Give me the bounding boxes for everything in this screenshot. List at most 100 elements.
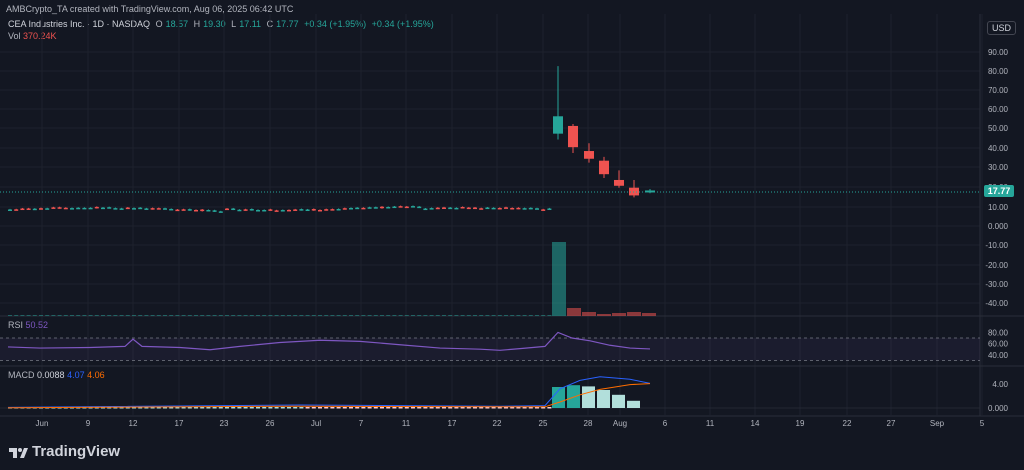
- time-tick-label: Sep: [930, 419, 945, 428]
- volume-bar: [466, 315, 471, 316]
- candle-body: [181, 209, 186, 211]
- candle-body: [57, 207, 62, 209]
- currency-button[interactable]: USD: [986, 21, 1016, 35]
- volume-bar: [256, 315, 260, 316]
- candle-body: [386, 206, 391, 209]
- macd-histogram-bar: [163, 407, 167, 409]
- macd-histogram-bar: [361, 407, 366, 409]
- macd-histogram-bar: [373, 407, 378, 409]
- macd-histogram-bar: [194, 407, 198, 409]
- volume-bar: [119, 315, 124, 316]
- time-tick-label: 23: [220, 419, 229, 428]
- macd-histogram-bar: [504, 407, 508, 409]
- grid-lines: [0, 14, 1024, 417]
- candle-body: [113, 208, 118, 210]
- time-tick-label: 27: [887, 419, 896, 428]
- macd-histogram-bar: [125, 407, 130, 409]
- volume-bar: [293, 315, 298, 316]
- macd-histogram-bar: [268, 407, 273, 409]
- volume-bar: [510, 315, 515, 316]
- macd-histogram-bar: [582, 386, 595, 408]
- candle-body: [256, 210, 260, 212]
- candle-body: [218, 211, 223, 213]
- macd-histogram-bar: [206, 407, 211, 409]
- volume-bar: [330, 315, 335, 316]
- volume-bar: [404, 315, 409, 316]
- macd-histogram-bar: [237, 407, 242, 409]
- macd-histogram-bar: [249, 407, 254, 409]
- candle-body: [516, 207, 521, 210]
- volume-bar: [163, 315, 167, 316]
- macd-histogram-bar: [417, 407, 422, 409]
- candle-body: [88, 207, 93, 210]
- candle-body: [417, 206, 422, 209]
- macd-histogram-bar: [175, 407, 180, 409]
- volume-legend[interactable]: Vol 370.24K: [8, 31, 57, 41]
- candle-body: [76, 207, 81, 210]
- symbol-legend[interactable]: CEA Industries Inc. · 1D · NASDAQ O 18.57…: [8, 19, 437, 29]
- volume-bars: [8, 242, 656, 316]
- volume-bar: [39, 315, 43, 316]
- candle-body: [125, 207, 130, 210]
- volume-bar: [336, 315, 341, 316]
- volume-bar: [448, 315, 453, 316]
- volume-bar: [299, 315, 304, 316]
- candle-body: [101, 207, 105, 210]
- candle-body: [367, 207, 372, 209]
- macd-histogram-bar: [169, 407, 174, 409]
- macd-histogram-bar: [516, 407, 521, 409]
- volume-bar: [305, 315, 310, 316]
- macd-histogram-bar: [274, 407, 279, 409]
- volume-bar: [287, 315, 291, 316]
- volume-bar: [582, 312, 596, 316]
- macd-histogram-bar: [262, 407, 267, 409]
- macd-histogram-bar: [541, 407, 546, 409]
- time-tick-label: 26: [266, 419, 275, 428]
- volume-label: Vol: [8, 31, 21, 41]
- macd-legend[interactable]: MACD 0.0088 4.07 4.06: [8, 370, 105, 380]
- chart-attribution: AMBCrypto_TA created with TradingView.co…: [6, 4, 294, 14]
- volume-bar: [70, 315, 74, 316]
- macd-histogram-bar: [627, 400, 640, 408]
- macd-histogram-bar: [479, 407, 484, 409]
- price-tick-label: -40.00: [985, 299, 1008, 308]
- volume-bar: [491, 315, 496, 316]
- volume-bar: [460, 315, 465, 316]
- volume-bar: [280, 315, 285, 316]
- rsi-tick-label: 80.00: [988, 328, 1009, 337]
- symbol-name[interactable]: CEA Industries Inc. · 1D · NASDAQ: [8, 19, 151, 29]
- candle-body: [51, 207, 56, 209]
- candle-body: [305, 209, 310, 212]
- candle-body: [404, 206, 409, 209]
- open-label: O: [155, 19, 163, 29]
- candle-body: [497, 207, 502, 210]
- macd-tick-label: 0.000: [988, 404, 1009, 413]
- macd-histogram-bar: [256, 407, 260, 409]
- candle-body: [361, 207, 366, 210]
- time-tick-label: Jul: [311, 419, 321, 428]
- rsi-legend[interactable]: RSI 50.52: [8, 320, 48, 330]
- candle-body: [237, 209, 242, 212]
- price-tick-label: 30.00: [988, 163, 1009, 172]
- volume-bar: [485, 315, 490, 316]
- rsi-label: RSI: [8, 320, 24, 330]
- volume-bar: [63, 315, 68, 316]
- price-tick-label: -10.00: [985, 241, 1008, 250]
- candle-body: [200, 209, 205, 212]
- candle-body: [553, 116, 563, 134]
- candle-body: [231, 208, 236, 211]
- volume-bar: [398, 315, 403, 316]
- macd-histogram-bar: [138, 407, 143, 409]
- volume-bar: [522, 315, 527, 316]
- volume-bar: [268, 315, 273, 316]
- macd-histogram-bar: [336, 407, 341, 409]
- macd-histogram-bar: [299, 407, 304, 409]
- macd-histogram-bar: [293, 407, 298, 409]
- candle-body: [274, 210, 279, 212]
- price-tick-label: 80.00: [988, 67, 1009, 76]
- macd-histogram-bar: [386, 407, 391, 409]
- candle-body: [423, 208, 428, 211]
- candle-body: [45, 208, 50, 210]
- tradingview-logo[interactable]: TradingView: [8, 443, 120, 460]
